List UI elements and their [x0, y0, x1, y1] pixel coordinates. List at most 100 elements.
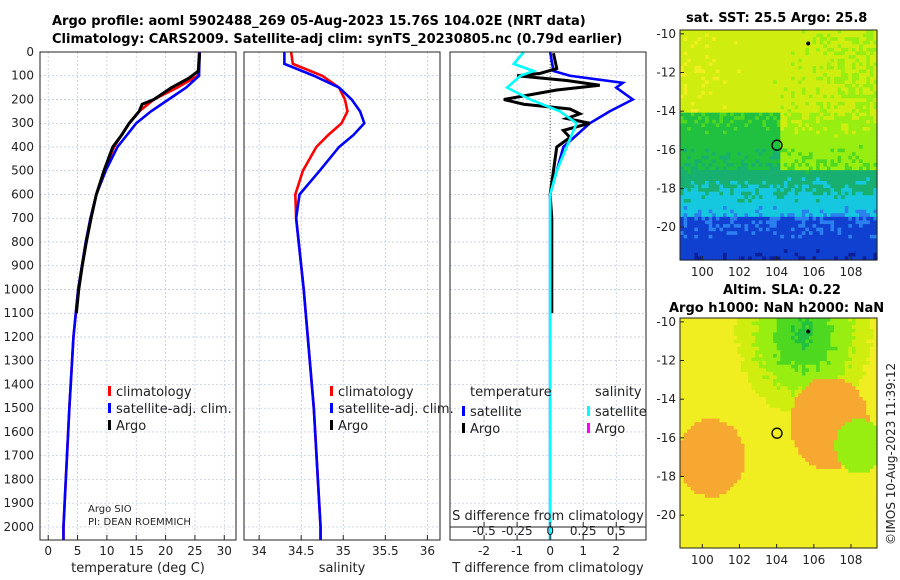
heatmap-cell: [866, 386, 871, 391]
heatmap-cell: [851, 227, 857, 232]
heatmap-cell: [855, 40, 860, 45]
heatmap-cell: [751, 73, 756, 78]
heatmap-cell: [773, 33, 778, 38]
heatmap-cell: [808, 65, 814, 71]
heatmap-cell: [830, 123, 835, 128]
heatmap-cell: [826, 170, 832, 175]
heatmap-cell: [791, 389, 796, 395]
heatmap-cell: [776, 389, 781, 395]
heatmap-cell: [762, 51, 767, 56]
heatmap-cell: [701, 177, 706, 182]
heatmap-cell: [737, 379, 742, 384]
heatmap-cell: [687, 339, 692, 344]
heatmap-cell: [773, 216, 778, 222]
heatmap-cell: [823, 368, 828, 373]
heatmap-cell: [726, 80, 731, 85]
heatmap-cell: [722, 80, 728, 85]
heatmap-cell: [830, 47, 835, 53]
heatmap-cell: [844, 141, 849, 146]
heatmap-cell: [758, 94, 763, 99]
heatmap-cell: [719, 328, 724, 333]
heatmap-cell: [697, 368, 703, 373]
heatmap-cell: [834, 328, 839, 333]
heatmap-cell: [737, 357, 742, 362]
heatmap-cell: [851, 105, 857, 110]
heatmap-cell: [805, 137, 810, 143]
heatmap-cell: [819, 191, 824, 196]
heatmap-cell: [866, 328, 871, 333]
heatmap-cell: [841, 80, 846, 85]
heatmap-cell: [859, 224, 864, 229]
heatmap-cell: [862, 389, 867, 395]
heatmap-cell: [830, 101, 835, 107]
heatmap-cell: [730, 202, 735, 207]
heatmap-cell: [776, 386, 781, 391]
heatmap-cell: [866, 252, 871, 258]
heatmap-cell: [748, 130, 753, 135]
heatmap-cell: [712, 213, 717, 218]
heatmap-cell: [740, 335, 746, 341]
heatmap-cell: [737, 371, 742, 377]
heatmap-cell: [765, 87, 771, 92]
heatmap-cell: [844, 73, 849, 78]
heatmap-cell: [859, 375, 864, 380]
heatmap-cell: [837, 155, 842, 160]
heatmap-cell: [694, 134, 699, 139]
heatmap-cell: [866, 332, 871, 337]
heatmap-cell: [722, 58, 728, 63]
heatmap-cell: [794, 238, 799, 243]
heatmap-cell: [769, 318, 774, 323]
heatmap-cell: [680, 91, 685, 96]
heatmap-cell: [751, 321, 756, 326]
heatmap-cell: [758, 188, 763, 193]
heatmap-cell: [819, 40, 824, 45]
heatmap-cell: [862, 116, 867, 121]
heatmap-cell: [844, 58, 849, 63]
heatmap-cell: [687, 134, 692, 139]
heatmap-cell: [826, 328, 832, 333]
heatmap-cell: [869, 73, 875, 78]
series-line-satellite-adj-clim-: [62, 51, 201, 540]
heatmap-cell: [844, 220, 849, 225]
heatmap-cell: [705, 130, 710, 135]
heatmap-cell: [751, 98, 756, 103]
heatmap-cell: [794, 51, 799, 56]
heatmap-cell: [712, 87, 717, 92]
heatmap-cell: [751, 69, 756, 74]
heatmap-cell: [801, 393, 806, 398]
heatmap-cell: [758, 98, 763, 103]
heatmap-cell: [680, 184, 685, 189]
heatmap-cell: [726, 119, 731, 125]
heatmap-cell: [758, 216, 763, 222]
heatmap-cell: [680, 44, 685, 49]
heatmap-cell: [708, 91, 713, 96]
heatmap-cell: [751, 325, 756, 330]
heatmap-cell: [837, 202, 842, 207]
heatmap-cell: [859, 198, 864, 204]
heatmap-cell: [812, 216, 817, 222]
map-x-tick-label: 104: [765, 265, 788, 279]
heatmap-cell: [783, 364, 789, 369]
heatmap-cell: [801, 33, 806, 38]
heatmap-cell: [851, 188, 857, 193]
heatmap-cell: [823, 216, 828, 222]
heatmap-cell: [769, 364, 774, 369]
heatmap-cell: [830, 397, 835, 402]
heatmap-cell: [762, 191, 767, 196]
heatmap-cell: [705, 368, 710, 373]
heatmap-cell: [798, 335, 803, 341]
heatmap-cell: [719, 80, 724, 85]
heatmap-cell: [740, 73, 746, 78]
heatmap-cell: [862, 191, 867, 196]
heatmap-cell: [841, 141, 846, 146]
heatmap-cell: [805, 180, 810, 186]
heatmap-cell: [841, 224, 846, 229]
heatmap-cell: [837, 224, 842, 229]
heatmap-cell: [783, 162, 789, 168]
heatmap-cell: [687, 69, 692, 74]
heatmap-cell: [791, 137, 796, 143]
heatmap-cell: [787, 224, 792, 229]
heatmap-cell: [705, 73, 710, 78]
heatmap-cell: [765, 231, 771, 236]
heatmap-cell: [687, 180, 692, 186]
